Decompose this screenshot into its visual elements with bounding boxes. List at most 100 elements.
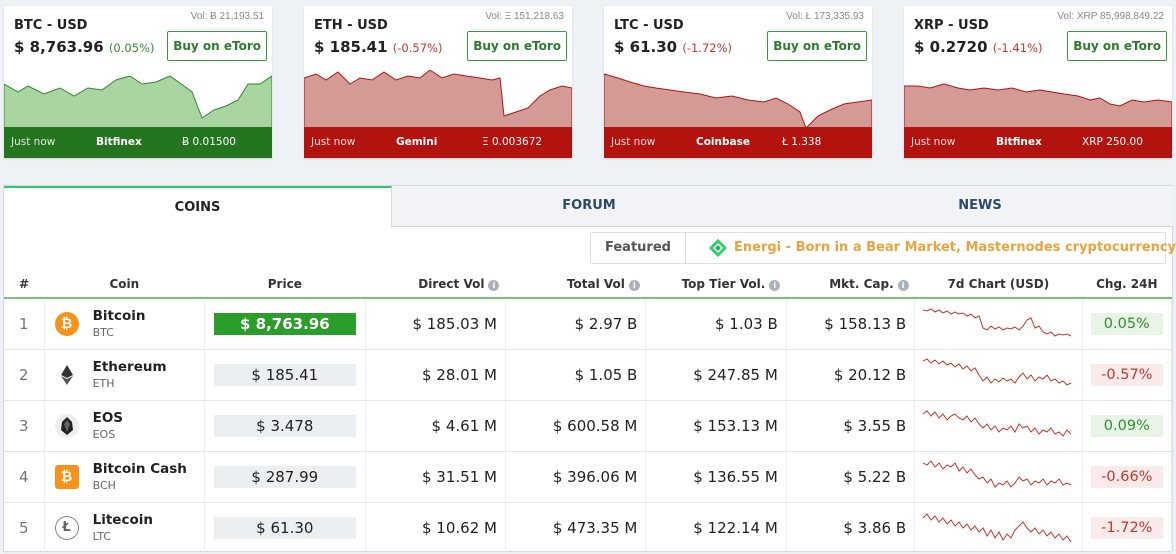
row-mkt-cap: $ 3.55 B — [786, 400, 916, 452]
ticker-pair: BTC - USD — [14, 18, 88, 33]
sparkline-chart — [923, 357, 1072, 386]
col-price[interactable]: Price — [204, 270, 366, 299]
col-top-tier-vol[interactable]: Top Tier Vol. i — [645, 270, 787, 299]
row-chg-24h: -1.72% — [1082, 502, 1173, 554]
tab-news[interactable]: NEWS — [958, 198, 1002, 213]
col-mkt-cap-label: Mkt. Cap. — [829, 276, 894, 291]
ticker-exchange[interactable]: Bitfinex — [96, 136, 142, 148]
row-coin[interactable]: Ł Litecoin LTC — [44, 502, 206, 554]
tab-forum[interactable]: FORUM — [562, 198, 616, 213]
featured-link[interactable]: Energi - Born in a Bear Market, Masterno… — [734, 240, 1176, 255]
info-icon[interactable]: i — [769, 279, 781, 291]
price-value: $ 185.41 — [213, 363, 356, 386]
ticker-price: $ 8,763.96 (0.05%) — [14, 38, 154, 56]
row-price: $ 287.99 — [204, 451, 366, 503]
row-total-vol: $ 396.06 M — [505, 451, 647, 503]
row-rank: 3 — [4, 400, 45, 452]
ticker-amount: Ƀ 0.01500 — [182, 136, 236, 148]
row-coin[interactable]: EOS EOS — [44, 400, 206, 452]
ticker-time: Just now — [11, 136, 56, 148]
coin-name[interactable]: Ethereum — [92, 359, 167, 375]
col-mkt-cap[interactable]: Mkt. Cap. i — [786, 270, 915, 299]
ticker-card-btc[interactable]: BTC - USD Vol: Ƀ 21,193.51 $ 8,763.96 (0… — [4, 6, 272, 158]
col-direct-vol[interactable]: Direct Vol i — [365, 270, 506, 299]
coin-name[interactable]: Bitcoin — [92, 308, 146, 325]
ticker-price: $ 0.2720 (-1.41%) — [914, 38, 1042, 56]
ticker-exchange[interactable]: Coinbase — [696, 136, 750, 148]
col-rank[interactable]: # — [4, 270, 45, 299]
row-top-tier-vol: $ 136.55 M — [645, 451, 787, 503]
price-value: $ 61.30 — [213, 516, 356, 539]
coin-symbol: BTC — [92, 326, 114, 340]
info-icon[interactable]: i — [628, 279, 640, 291]
sparkline-chart — [923, 409, 1072, 437]
col-7d-chart: 7d Chart (USD) — [914, 270, 1083, 299]
row-7d-chart — [914, 502, 1083, 554]
change-value: -0.57% — [1090, 363, 1163, 386]
info-icon[interactable]: i — [488, 279, 500, 291]
table-row[interactable]: 2 Ethereum ETH $ 185.41 $ 28.01 M $ 1.05 … — [4, 349, 1173, 401]
buy-on-etoro-button[interactable]: Buy on eToro — [767, 31, 867, 61]
ticker-pair: XRP - USD — [914, 18, 989, 33]
row-direct-vol: $ 10.62 M — [365, 502, 506, 554]
table-row[interactable]: 5 Ł Litecoin LTC $ 61.30 $ 10.62 M $ 473.3… — [4, 502, 1173, 554]
coin-symbol: LTC — [92, 530, 111, 543]
featured-banner[interactable]: Featured Energi - Born in a Bear Market,… — [590, 232, 1176, 264]
ticker-time: Just now — [911, 136, 956, 148]
row-direct-vol: $ 4.61 M — [365, 400, 506, 452]
ethereum-icon — [54, 362, 79, 387]
row-rank: 1 — [4, 298, 45, 350]
row-coin[interactable]: ₿ Bitcoin BTC — [44, 298, 206, 350]
row-direct-vol: $ 31.51 M — [365, 451, 506, 503]
coin-name[interactable]: Litecoin — [92, 512, 153, 528]
col-total-vol-label: Total Vol — [566, 276, 625, 291]
buy-on-etoro-button[interactable]: Buy on eToro — [167, 31, 267, 61]
ticker-footer: Just now Gemini Ξ 0.003672 — [304, 127, 572, 158]
info-icon[interactable]: i — [897, 279, 909, 291]
ticker-card-eth[interactable]: ETH - USD Vol: Ξ 151,218.63 $ 185.41 (-0… — [304, 6, 572, 158]
row-coin[interactable]: Ethereum ETH — [44, 349, 206, 401]
row-7d-chart — [914, 298, 1083, 350]
ticker-amount: Ξ 0.003672 — [482, 136, 543, 148]
ticker-exchange[interactable]: Gemini — [396, 136, 438, 148]
litecoin-icon: Ł — [54, 515, 79, 540]
row-top-tier-vol: $ 1.03 B — [645, 298, 787, 350]
ticker-sparkline — [904, 83, 1172, 134]
row-top-tier-vol: $ 153.13 M — [645, 400, 787, 452]
buy-on-etoro-button[interactable]: Buy on eToro — [1067, 31, 1167, 61]
table-row[interactable]: 3 EOS EOS $ 3.478 $ 4.61 M $ 600.58 M $ 1… — [4, 400, 1173, 452]
buy-on-etoro-button[interactable]: Buy on eToro — [467, 31, 567, 61]
ticker-volume: Vol: Ƀ 21,193.51 — [190, 11, 264, 22]
ticker-change: (0.05%) — [108, 41, 155, 55]
ticker-card-ltc[interactable]: LTC - USD Vol: Ł 173,335.93 $ 61.30 (-1.… — [604, 6, 872, 158]
table-header-row: # Coin Price Direct Vol i Total Vol i Top … — [4, 270, 1172, 299]
row-mkt-cap: $ 20.12 B — [786, 349, 916, 401]
energi-logo-icon — [709, 239, 727, 257]
tab-coins[interactable]: COINS — [4, 186, 392, 228]
change-value: -1.72% — [1090, 516, 1163, 539]
coins-table: # Coin Price Direct Vol i Total Vol i Top … — [4, 270, 1173, 554]
row-total-vol: $ 2.97 B — [505, 298, 647, 350]
table-row[interactable]: 1 ₿ Bitcoin BTC $ 8,763.96 $ 185.03 M $ 2.… — [4, 298, 1173, 350]
ticker-change: (-1.41%) — [992, 41, 1043, 55]
row-chg-24h: -0.66% — [1082, 451, 1173, 503]
row-rank: 2 — [4, 349, 45, 401]
row-price: $ 8,763.96 — [204, 298, 366, 350]
ticker-change: (-0.57%) — [392, 41, 443, 55]
ticker-amount: XRP 250.00 — [1082, 136, 1143, 148]
ticker-price-value: $ 185.41 — [314, 38, 388, 56]
ticker-card-xrp[interactable]: XRP - USD Vol: XRP 85,998,849.22 $ 0.272… — [904, 6, 1172, 158]
col-total-vol[interactable]: Total Vol i — [505, 270, 646, 299]
col-coin[interactable]: Coin — [44, 270, 205, 299]
ticker-strip: BTC - USD Vol: Ƀ 21,193.51 $ 8,763.96 (0… — [0, 0, 1176, 170]
change-value: -0.66% — [1090, 465, 1163, 488]
coin-name[interactable]: EOS — [92, 410, 124, 426]
row-coin[interactable]: ₿ Bitcoin Cash BCH — [44, 451, 206, 503]
col-direct-vol-label: Direct Vol — [418, 276, 485, 291]
col-chg-24h[interactable]: Chg. 24H — [1082, 270, 1172, 299]
table-row[interactable]: 4 ₿ Bitcoin Cash BCH $ 287.99 $ 31.51 M $ … — [4, 451, 1173, 503]
sparkline-chart — [923, 512, 1072, 542]
ticker-exchange[interactable]: Bitfinex — [996, 136, 1042, 148]
ticker-footer: Just now Coinbase Ł 1.338 — [604, 127, 872, 158]
coin-name[interactable]: Bitcoin Cash — [92, 461, 187, 477]
